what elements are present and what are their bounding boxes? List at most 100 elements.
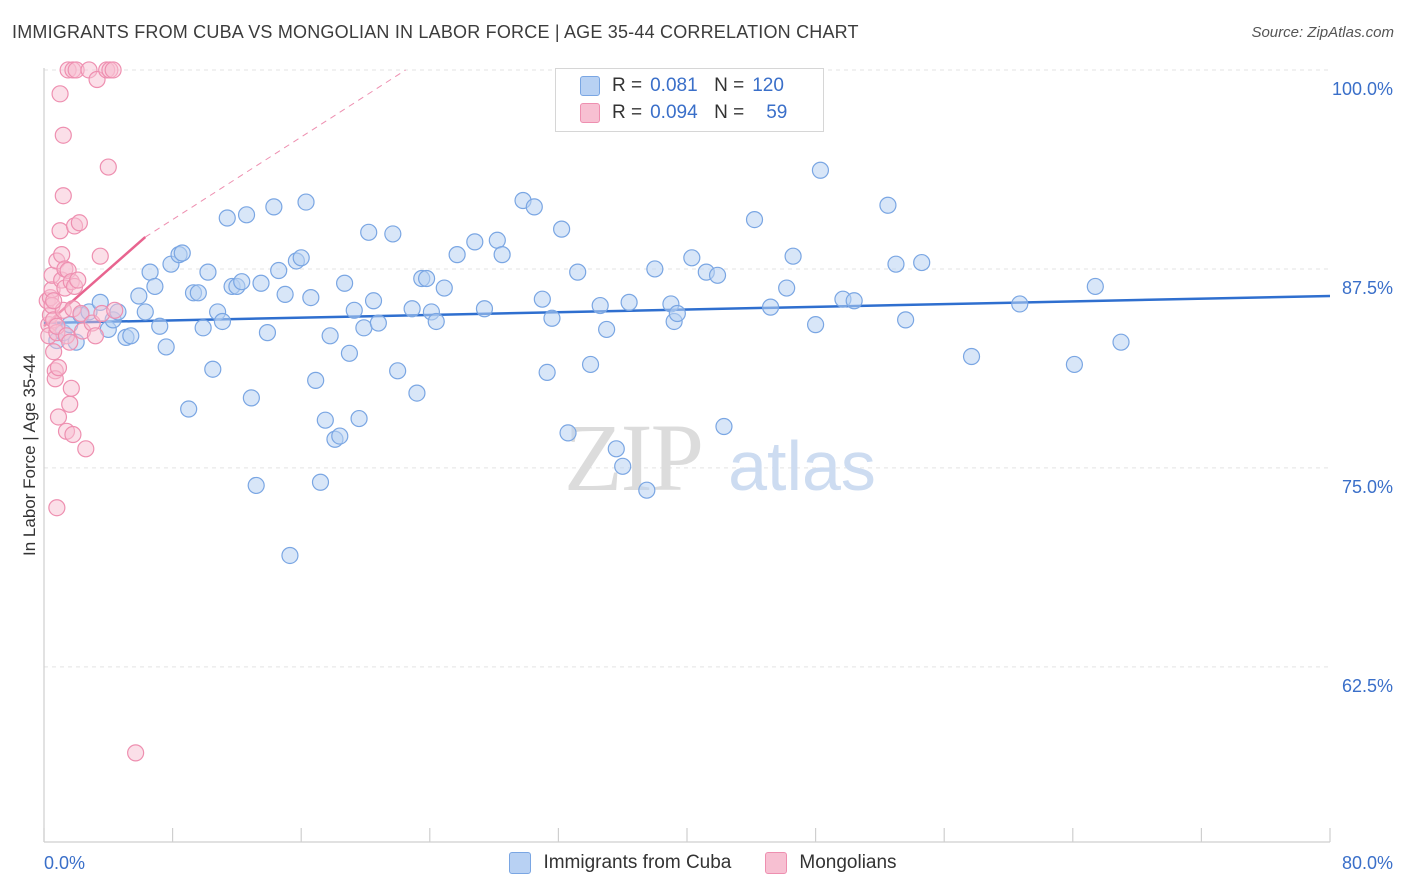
legend-r-value: 0.094 [650, 102, 698, 123]
mongolian-trend-extension [145, 69, 406, 238]
mongolian-point [64, 425, 82, 444]
cuba-point [417, 269, 436, 288]
y-tick-label: 75.0% [1342, 477, 1393, 497]
y-tick-label: 62.5% [1342, 676, 1393, 696]
cuba-point [962, 347, 981, 366]
cuba-point [189, 284, 207, 302]
cuba-point [345, 301, 363, 319]
cuba-point [321, 327, 339, 345]
cuba-point [204, 360, 222, 378]
series-label-cuba: Immigrants from Cuba [543, 852, 732, 873]
mongolian-point [49, 359, 68, 377]
series-swatch-mongolians [765, 852, 788, 874]
series-swatch-cuba [509, 852, 532, 874]
mongolian-point [53, 246, 71, 264]
cuba-point [581, 355, 600, 374]
mongolian-point [45, 292, 63, 310]
cuba-point [194, 319, 212, 337]
legend-n-label: N = [714, 102, 745, 123]
mongolian-point [45, 343, 63, 361]
cuba-point [331, 427, 349, 445]
series-legend-item-mongolians: Mongolians [765, 852, 897, 874]
cuba-point [408, 384, 426, 402]
mongolian-point [70, 214, 88, 232]
cuba-point [276, 285, 294, 304]
cuba-point [218, 209, 236, 227]
cuba-point [427, 312, 445, 331]
cuba-point [493, 246, 511, 264]
legend-n-value: 120 [752, 75, 784, 96]
cuba-point [614, 457, 632, 475]
cuba-trend-line [43, 294, 1331, 325]
cuba-point [598, 320, 616, 339]
cuba-point [157, 338, 175, 356]
cuba-point [845, 292, 863, 310]
cuba-point [488, 231, 506, 249]
mongolian-point [54, 126, 72, 144]
cuba-point [311, 473, 330, 491]
y-tick-label: 87.5% [1342, 278, 1393, 298]
cuba-point [297, 193, 315, 211]
cuba-point [620, 293, 638, 311]
legend-swatch-cuba [580, 76, 600, 96]
mongolian-point [72, 304, 90, 323]
mongolian-point [61, 395, 79, 413]
cuba-point [559, 424, 577, 442]
series-label-mongolians: Mongolians [799, 852, 897, 873]
cuba-point [151, 317, 169, 335]
cuba-point [466, 233, 484, 251]
watermark-zip: ZIP [564, 404, 702, 511]
cuba-point [897, 311, 915, 329]
cuba-point [683, 249, 701, 267]
cuba-point [146, 277, 164, 296]
cuba-point [1086, 277, 1104, 296]
legend-row-cuba: R = 0.081 N = 120 [580, 74, 784, 98]
cuba-point [761, 298, 780, 316]
cuba-point [213, 312, 232, 331]
cuba-point [668, 304, 686, 323]
cuba-point [122, 327, 140, 345]
cuba-point [435, 279, 453, 297]
cuba-point [350, 409, 368, 428]
axes [43, 68, 1331, 843]
cuba-point [389, 362, 407, 380]
cuba-point [1011, 295, 1029, 313]
cuba-point [525, 198, 543, 216]
cuba-point [384, 225, 402, 243]
mongolian-point [77, 440, 95, 458]
legend-n-label: N = [714, 75, 745, 96]
cuba-point [778, 279, 796, 297]
legend-n-value: 59 [766, 102, 788, 123]
cuba-point [745, 210, 764, 229]
cuba-point [258, 324, 277, 342]
cuba-point [591, 296, 609, 315]
legend-swatch-mongolians [580, 103, 600, 123]
cuba-point [887, 255, 905, 273]
cuba-point [708, 266, 727, 284]
series-legend: Immigrants from Cuba Mongolians [0, 852, 1406, 874]
cuba-point [130, 287, 148, 305]
cuba-point [646, 260, 664, 278]
series-legend-item-cuba: Immigrants from Cuba [509, 852, 731, 874]
cuba-point [281, 546, 299, 565]
cuba-point [569, 263, 587, 281]
mongolian-point [127, 744, 145, 762]
gridlines [44, 69, 1330, 668]
cuba-point [533, 290, 551, 308]
cuba-point [247, 476, 265, 495]
mongolian-point [69, 271, 87, 289]
cuba-point [292, 249, 310, 267]
mongolian-point [49, 408, 68, 426]
cuba-point [806, 316, 825, 334]
mongolian-point [86, 327, 105, 345]
mongolian-point [54, 187, 72, 205]
cuba-point [237, 206, 256, 224]
mongolian-point [62, 379, 80, 397]
cuba-point [784, 247, 802, 265]
cuba-point [336, 274, 354, 292]
data-points [38, 61, 1130, 762]
correlation-legend: R = 0.081 N = 120 R = 0.094 N = 59 [555, 68, 824, 132]
cuba-point [543, 309, 561, 327]
mongolian-point [48, 499, 66, 517]
